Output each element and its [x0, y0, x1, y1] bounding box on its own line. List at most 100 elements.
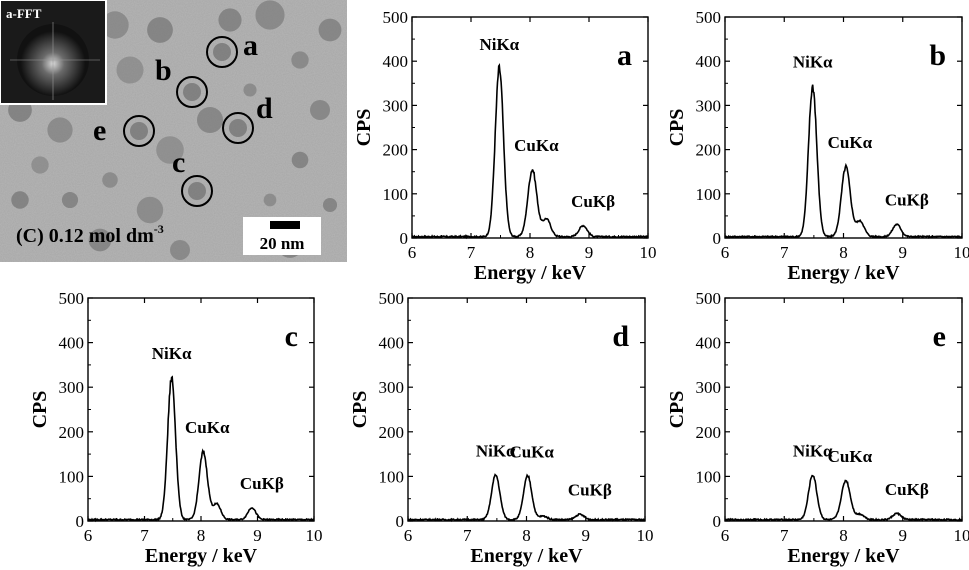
nanoparticle	[322, 197, 338, 213]
y-tick-label: 300	[383, 96, 409, 115]
x-tick-label: 8	[526, 243, 535, 262]
circle-label-a: a	[243, 29, 258, 62]
circle-label-e: e	[93, 114, 106, 147]
nanoparticle	[156, 136, 184, 164]
y-tick-label: 300	[379, 378, 405, 397]
y-tick-label: 500	[59, 289, 85, 308]
nanoparticle	[196, 106, 224, 134]
eds-spectrum-e: 0 100 200 300 400 500 6 7 8 9 10 Energy / keV CPS e Ni…	[667, 289, 969, 567]
x-tick-label: 10	[640, 243, 657, 262]
tem-micrograph: a-FFT a b c d e (C) 0.12 mol dm-3 20 nm	[0, 0, 347, 262]
x-axis-label: Energy / keV	[474, 262, 587, 284]
peak-label: CuKβ	[885, 480, 929, 499]
nanoparticle	[170, 240, 190, 260]
spectrum-line	[724, 474, 963, 522]
x-axis-label: Energy / keV	[470, 545, 583, 567]
x-tick-label: 6	[84, 526, 93, 545]
x-tick-label: 9	[899, 243, 908, 262]
nanoparticle	[291, 151, 309, 169]
x-tick-label: 10	[306, 526, 323, 545]
y-tick-label: 300	[696, 96, 722, 115]
nanoparticle	[47, 117, 73, 143]
y-tick-label: 500	[696, 8, 722, 27]
nanoparticle	[130, 122, 148, 140]
panel-label: a	[617, 39, 632, 72]
y-tick-label: 100	[383, 185, 409, 204]
y-tick-label: 0	[76, 512, 85, 531]
y-tick-label: 500	[383, 8, 409, 27]
x-axis-label: Energy / keV	[145, 545, 258, 567]
eds-spectrum-a: 0 100 200 300 400 500 6 7 8 9 10 Energy / keV CPS a Ni…	[353, 8, 657, 284]
nanoparticle	[183, 83, 201, 101]
y-tick-label: 400	[379, 334, 405, 353]
x-tick-label: 10	[637, 526, 654, 545]
peak-label: CuKβ	[568, 481, 612, 500]
circle-d	[222, 112, 254, 144]
x-tick-label: 10	[954, 243, 969, 262]
eds-spectrum-d: 0 100 200 300 400 500 6 7 8 9 10 Energy / keV CPS d Ni…	[350, 289, 654, 567]
peak-label: CuKβ	[571, 192, 615, 211]
peak-label: NiKα	[476, 441, 516, 460]
nanoparticle	[309, 99, 331, 121]
nanoparticle	[255, 0, 285, 30]
circle-a	[206, 36, 238, 68]
x-tick-label: 8	[839, 243, 848, 262]
y-tick-label: 300	[59, 378, 85, 397]
y-tick-label: 0	[713, 229, 722, 248]
x-tick-label: 9	[899, 526, 908, 545]
nanoparticle	[136, 196, 164, 224]
y-tick-label: 400	[59, 334, 85, 353]
x-tick-label: 7	[140, 526, 149, 545]
nanoparticle	[291, 51, 309, 69]
y-tick-label: 400	[696, 334, 722, 353]
y-tick-label: 200	[59, 423, 85, 442]
y-tick-label: 0	[396, 512, 405, 531]
y-tick-label: 200	[379, 423, 405, 442]
peak-label: NiKα	[793, 53, 833, 72]
y-axis-label: CPS	[353, 109, 375, 147]
peak-label: CuKα	[509, 442, 554, 461]
scale-bar-label: 20 nm	[260, 234, 305, 253]
x-axis-label: Energy / keV	[787, 262, 900, 284]
x-tick-label: 6	[721, 526, 730, 545]
x-axis-label: Energy / keV	[787, 545, 900, 567]
fft-inset: a-FFT	[0, 0, 107, 105]
x-tick-label: 7	[780, 526, 789, 545]
nanoparticle	[229, 119, 247, 137]
eds-spectrum-c: 0 100 200 300 400 500 6 7 8 9 10 Energy / keV CPS c Ni…	[29, 289, 323, 567]
x-tick-label: 7	[463, 526, 472, 545]
nanoparticle	[318, 18, 342, 42]
nanoparticle	[11, 191, 29, 209]
y-tick-label: 0	[400, 229, 409, 248]
y-axis-label: CPS	[667, 391, 688, 429]
peak-label: NiKα	[152, 344, 192, 363]
nanoparticle	[263, 193, 277, 207]
y-axis-label: CPS	[667, 109, 688, 147]
circle-label-c: c	[172, 146, 185, 179]
y-axis-label: CPS	[350, 391, 371, 429]
x-tick-label: 9	[582, 526, 591, 545]
spectrum-line	[87, 375, 315, 523]
panel-label: b	[929, 39, 946, 72]
fft-inset-label: a-FFT	[6, 6, 42, 21]
nanoparticle	[31, 156, 49, 174]
x-tick-label: 8	[197, 526, 206, 545]
nanoparticle	[213, 43, 231, 61]
y-tick-label: 100	[696, 467, 722, 486]
peak-label: CuKα	[185, 418, 230, 437]
spectrum-line	[411, 62, 649, 240]
nanoparticle	[116, 56, 144, 84]
y-tick-label: 200	[383, 141, 409, 160]
y-tick-label: 400	[383, 52, 409, 71]
y-tick-label: 100	[696, 185, 722, 204]
panel-label: e	[933, 320, 946, 353]
circle-label-b: b	[155, 54, 172, 87]
peak-label: CuKβ	[885, 191, 929, 210]
circle-b	[176, 76, 208, 108]
nanoparticle	[61, 191, 79, 209]
peak-label: CuKα	[828, 447, 873, 466]
analysis-circles	[123, 36, 254, 207]
nanoparticle	[102, 172, 118, 188]
x-tick-label: 6	[408, 243, 417, 262]
x-tick-label: 8	[522, 526, 531, 545]
